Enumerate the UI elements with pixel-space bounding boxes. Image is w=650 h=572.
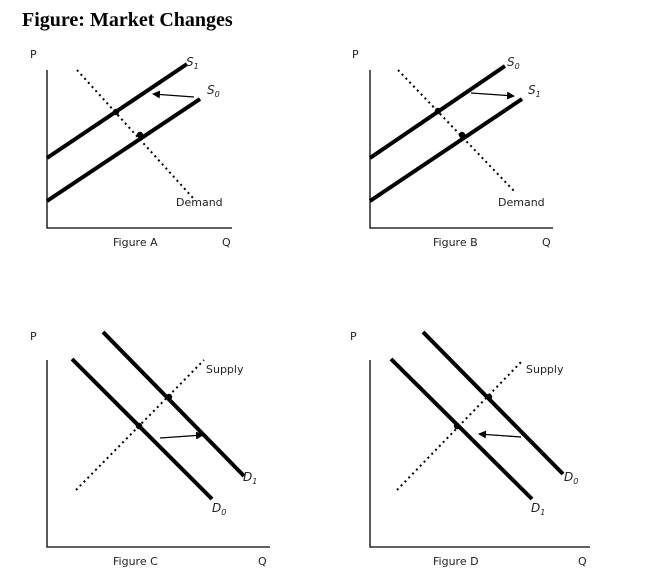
panel-figure-d: P Q Figure D Supply D0 D1	[350, 330, 590, 568]
demand-curve-d0-d	[421, 330, 565, 476]
demand-label-d1-c-base: D	[243, 470, 252, 484]
demand-label-d0-c-base: D	[212, 501, 221, 515]
panel-figure-c: P Q Figure C Supply D1 D0	[30, 330, 270, 568]
supply-curve-s1-b	[368, 97, 524, 203]
shift-arrow-a	[152, 90, 195, 99]
equilibrium-point-old-a	[136, 131, 144, 139]
equilibrium-point-old-d	[485, 393, 493, 401]
equilibrium-point-new-b	[458, 131, 466, 139]
demand-label-d1-d-sub: 1	[540, 508, 545, 517]
supply-label-s0-b-sub: 0	[515, 62, 520, 71]
demand-label-b: Demand	[498, 196, 545, 209]
demand-curve-a	[76, 69, 194, 199]
q-axis-label-c: Q	[258, 555, 267, 568]
equilibrium-point-new-c	[165, 393, 173, 401]
supply-label-s0-b-base: S	[507, 55, 515, 69]
shift-arrow-c	[159, 431, 204, 440]
figure-title: Figure: Market Changes	[22, 9, 233, 31]
axes-c	[46, 360, 270, 548]
demand-curve-d1-d	[389, 357, 534, 501]
supply-curve-s0-a	[45, 97, 202, 203]
supply-label-s1-a-sub: 1	[194, 62, 199, 71]
equilibrium-point-new-a	[112, 108, 120, 116]
supply-label-s1-a: S1	[186, 55, 199, 71]
shift-arrow-b	[470, 91, 515, 100]
supply-label-d: Supply	[526, 363, 564, 376]
axes-b	[369, 70, 553, 229]
equilibrium-point-new-d	[453, 422, 461, 430]
supply-label-s1-a-base: S	[186, 55, 194, 69]
demand-label-d0-c-sub: 0	[221, 508, 226, 517]
p-axis-label-a: P	[30, 48, 37, 61]
equilibrium-point-old-c	[135, 422, 143, 430]
demand-label-d1-c: D1	[243, 470, 257, 486]
p-axis-label-b: P	[352, 48, 359, 61]
q-axis-label-d: Q	[578, 555, 587, 568]
q-axis-label-a: Q	[222, 236, 231, 249]
panel-figure-a: P Q Figure A Demand S1 S0	[30, 48, 232, 249]
demand-curve-d0-c	[70, 357, 214, 501]
demand-label-d0-c: D0	[212, 501, 226, 517]
supply-label-s1-b-sub: 1	[536, 90, 541, 99]
caption-a: Figure A	[113, 236, 158, 249]
panel-figure-b: P Q Figure B Demand S0 S1	[352, 48, 553, 249]
supply-label-s0-b: S0	[507, 55, 520, 71]
supply-label-s0-a: S0	[207, 83, 220, 99]
demand-label-d1-d-base: D	[531, 501, 540, 515]
demand-label-d0-d-base: D	[564, 470, 573, 484]
demand-label-d0-d-sub: 0	[573, 477, 578, 486]
axes-d	[369, 360, 590, 548]
q-axis-label-b: Q	[542, 236, 551, 249]
demand-curve-b	[397, 69, 516, 193]
demand-label-a: Demand	[176, 196, 223, 209]
demand-label-d0-d: D0	[564, 470, 578, 486]
p-axis-label-c: P	[30, 330, 37, 343]
shift-arrow-d	[478, 430, 522, 439]
supply-label-s1-b-base: S	[528, 83, 536, 97]
caption-c: Figure C	[113, 555, 158, 568]
supply-label-s0-a-sub: 0	[215, 90, 220, 99]
demand-label-d1-c-sub: 1	[252, 477, 257, 486]
demand-curve-d1-c	[101, 330, 246, 478]
p-axis-label-d: P	[350, 330, 357, 343]
supply-label-c: Supply	[206, 363, 244, 376]
axes-a	[46, 70, 232, 229]
caption-b: Figure B	[433, 236, 478, 249]
supply-label-s0-a-base: S	[207, 83, 215, 97]
equilibrium-point-old-b	[434, 107, 442, 115]
demand-label-d1-d: D1	[531, 501, 545, 517]
caption-d: Figure D	[433, 555, 479, 568]
supply-label-s1-b: S1	[528, 83, 541, 99]
